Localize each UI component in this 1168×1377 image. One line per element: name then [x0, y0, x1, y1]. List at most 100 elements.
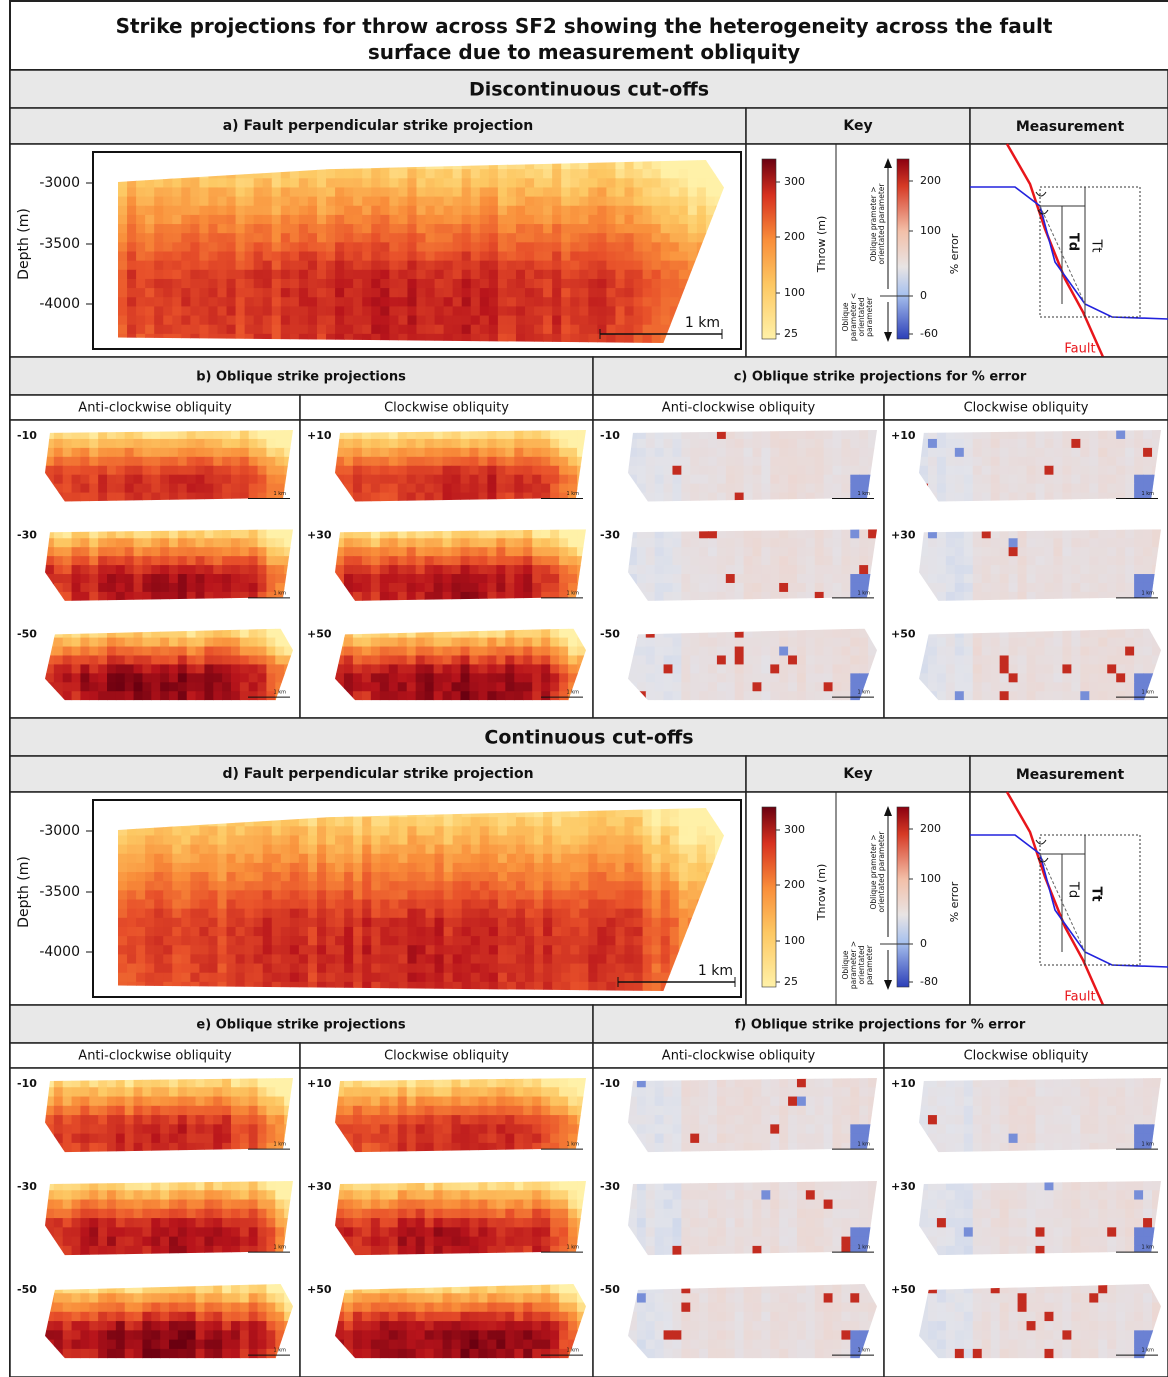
heatmap-cell	[236, 288, 246, 298]
heatmap-cell	[699, 457, 708, 467]
heatmap-cell	[127, 270, 137, 280]
heatmap-cell	[588, 233, 598, 243]
heatmap-cell	[1027, 673, 1037, 683]
y-axis-label: Depth (m)	[16, 208, 32, 280]
heatmap-cell	[625, 306, 635, 316]
heatmap-cell	[426, 817, 436, 827]
heatmap-cell	[389, 206, 399, 216]
heatmap-cell	[541, 574, 551, 584]
heatmap-cell	[434, 673, 444, 683]
heatmap-cell	[1062, 673, 1072, 683]
heatmap-cell	[254, 178, 264, 188]
heatmap-cell	[806, 484, 815, 494]
heatmap-cell	[532, 475, 542, 485]
heatmap-cell	[380, 233, 390, 243]
heatmap-cell	[625, 297, 635, 307]
heatmap-cell	[806, 583, 815, 593]
heatmap-cell	[615, 881, 625, 891]
heatmap-cell	[163, 233, 173, 243]
heatmap-cell	[371, 655, 381, 665]
heatmap-cell	[344, 279, 354, 289]
heatmap-cell	[236, 881, 246, 891]
heatmap-cell	[1143, 547, 1153, 557]
heatmap-cell	[89, 493, 98, 503]
heatmap-cell	[505, 457, 515, 467]
heatmap-cell	[1089, 638, 1099, 648]
heatmap-cell	[281, 306, 291, 316]
heatmap-cell	[541, 556, 551, 566]
heatmap-cell	[362, 169, 372, 179]
heatmap-cell	[231, 638, 240, 648]
heatmap-cell	[471, 270, 481, 280]
heatmap-cell	[353, 215, 363, 225]
heatmap-cell	[317, 252, 327, 262]
heatmap-cell	[362, 279, 372, 289]
heatmap-cell	[172, 215, 182, 225]
heatmap-cell	[136, 224, 146, 234]
heatmap-cell	[646, 682, 655, 692]
heatmap-cell	[217, 826, 227, 836]
heatmap-cell	[1027, 475, 1037, 485]
heatmap-cell	[550, 565, 560, 575]
heatmap-cell	[779, 647, 788, 657]
heatmap-cell	[380, 872, 390, 882]
heatmap-cell	[142, 547, 151, 557]
heatmap-cell	[371, 233, 381, 243]
heatmap-cell	[136, 863, 146, 873]
heatmap-cell	[380, 647, 390, 657]
heatmap-cell	[708, 556, 717, 566]
heatmap-cell	[371, 664, 381, 674]
heatmap-cell	[670, 206, 680, 216]
heatmap-cell	[471, 817, 481, 827]
heatmap-cell	[389, 664, 399, 674]
heatmap-cell	[308, 270, 318, 280]
heatmap-cell	[353, 574, 363, 584]
heatmap-cell	[570, 288, 580, 298]
heatmap-cell	[588, 242, 598, 252]
heatmap-cell	[507, 270, 517, 280]
heatmap-cell	[444, 845, 454, 855]
heatmap-cell	[597, 890, 607, 900]
heatmap-cell	[425, 547, 435, 557]
heatmap-cell	[452, 638, 462, 648]
heatmap-cell	[679, 206, 689, 216]
heatmap-cell	[299, 270, 309, 280]
heatmap-cell	[507, 872, 517, 882]
heatmap-cell	[469, 673, 479, 683]
heatmap-cell	[523, 538, 533, 548]
heatmap-cell	[389, 316, 399, 326]
heatmap-cell	[982, 538, 992, 548]
heatmap-cell	[597, 817, 607, 827]
heatmap-cell	[425, 638, 435, 648]
heatmap-cell	[181, 854, 191, 864]
heatmap-cell	[118, 270, 128, 280]
heatmap-cell	[461, 673, 471, 683]
heatmap-cell	[806, 682, 815, 692]
heatmap-cell	[681, 439, 690, 449]
heatmap-cell	[407, 638, 417, 648]
heatmap-cell	[317, 215, 327, 225]
heatmap-cell	[204, 556, 213, 566]
heatmap-cell	[452, 583, 462, 593]
heatmap-cell	[471, 279, 481, 289]
heatmap-cell	[744, 583, 753, 593]
heatmap-cell	[236, 845, 246, 855]
heatmap-cell	[788, 583, 797, 593]
heatmap-cell	[142, 655, 151, 665]
heatmap-cell	[169, 565, 178, 575]
heatmap-cell	[263, 845, 273, 855]
heatmap-cell	[1098, 647, 1108, 657]
heatmap-cell	[89, 647, 98, 657]
heatmap-cell	[643, 252, 653, 262]
heatmap-cell	[127, 215, 137, 225]
heatmap-cell	[788, 457, 797, 467]
heatmap-cell	[452, 691, 462, 701]
heatmap-cell	[425, 538, 435, 548]
heatmap-cell	[690, 475, 699, 485]
heatmap-cell	[779, 691, 788, 701]
heatmap-cell	[290, 187, 300, 197]
heatmap-cell	[534, 224, 544, 234]
heatmap-cell	[172, 261, 182, 271]
heatmap-cell	[344, 169, 354, 179]
heatmap-cell	[1000, 647, 1010, 657]
